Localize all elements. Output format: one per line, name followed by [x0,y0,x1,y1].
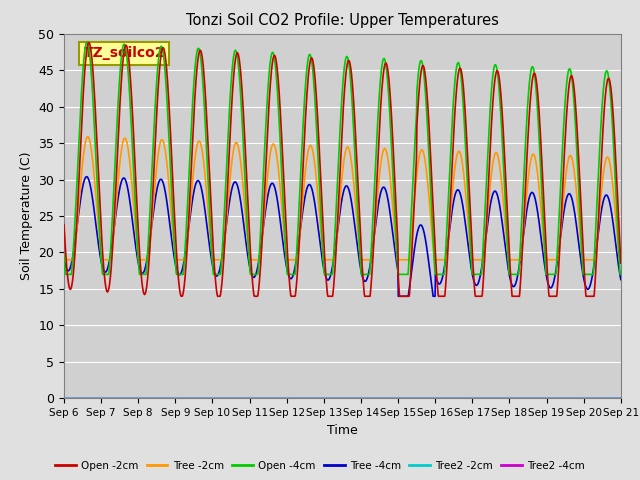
X-axis label: Time: Time [327,424,358,437]
Title: Tonzi Soil CO2 Profile: Upper Temperatures: Tonzi Soil CO2 Profile: Upper Temperatur… [186,13,499,28]
Text: TZ_soilco2: TZ_soilco2 [83,47,165,60]
Y-axis label: Soil Temperature (C): Soil Temperature (C) [20,152,33,280]
Legend: Open -2cm, Tree -2cm, Open -4cm, Tree -4cm, Tree2 -2cm, Tree2 -4cm: Open -2cm, Tree -2cm, Open -4cm, Tree -4… [51,456,589,475]
